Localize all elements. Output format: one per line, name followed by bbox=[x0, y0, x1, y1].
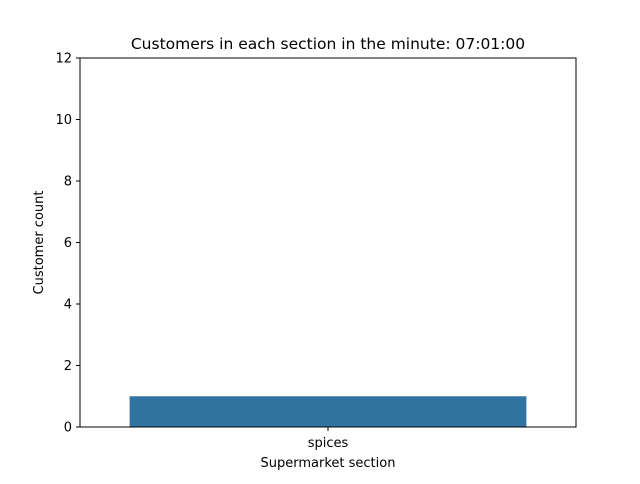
bars-layer bbox=[129, 396, 527, 427]
x-axis-ticks: spices bbox=[308, 427, 349, 451]
y-tick-label: 2 bbox=[64, 359, 72, 374]
y-tick-label: 12 bbox=[55, 52, 72, 67]
y-tick-label: 0 bbox=[64, 421, 72, 436]
plot-frame bbox=[79, 57, 577, 428]
y-axis-ticks: 0 2 4 6 8 10 12 bbox=[55, 52, 80, 436]
x-tick-label: spices bbox=[308, 436, 349, 451]
chart-title: Customers in each section in the minute:… bbox=[131, 35, 525, 53]
y-axis-label: Customer count bbox=[32, 191, 47, 295]
y-tick-label: 4 bbox=[64, 298, 72, 313]
y-tick-label: 10 bbox=[55, 113, 72, 128]
x-axis-label: Supermarket section bbox=[261, 456, 396, 471]
y-tick-label: 6 bbox=[64, 236, 72, 251]
bar-spices bbox=[129, 396, 527, 427]
y-tick-label: 8 bbox=[64, 175, 72, 190]
